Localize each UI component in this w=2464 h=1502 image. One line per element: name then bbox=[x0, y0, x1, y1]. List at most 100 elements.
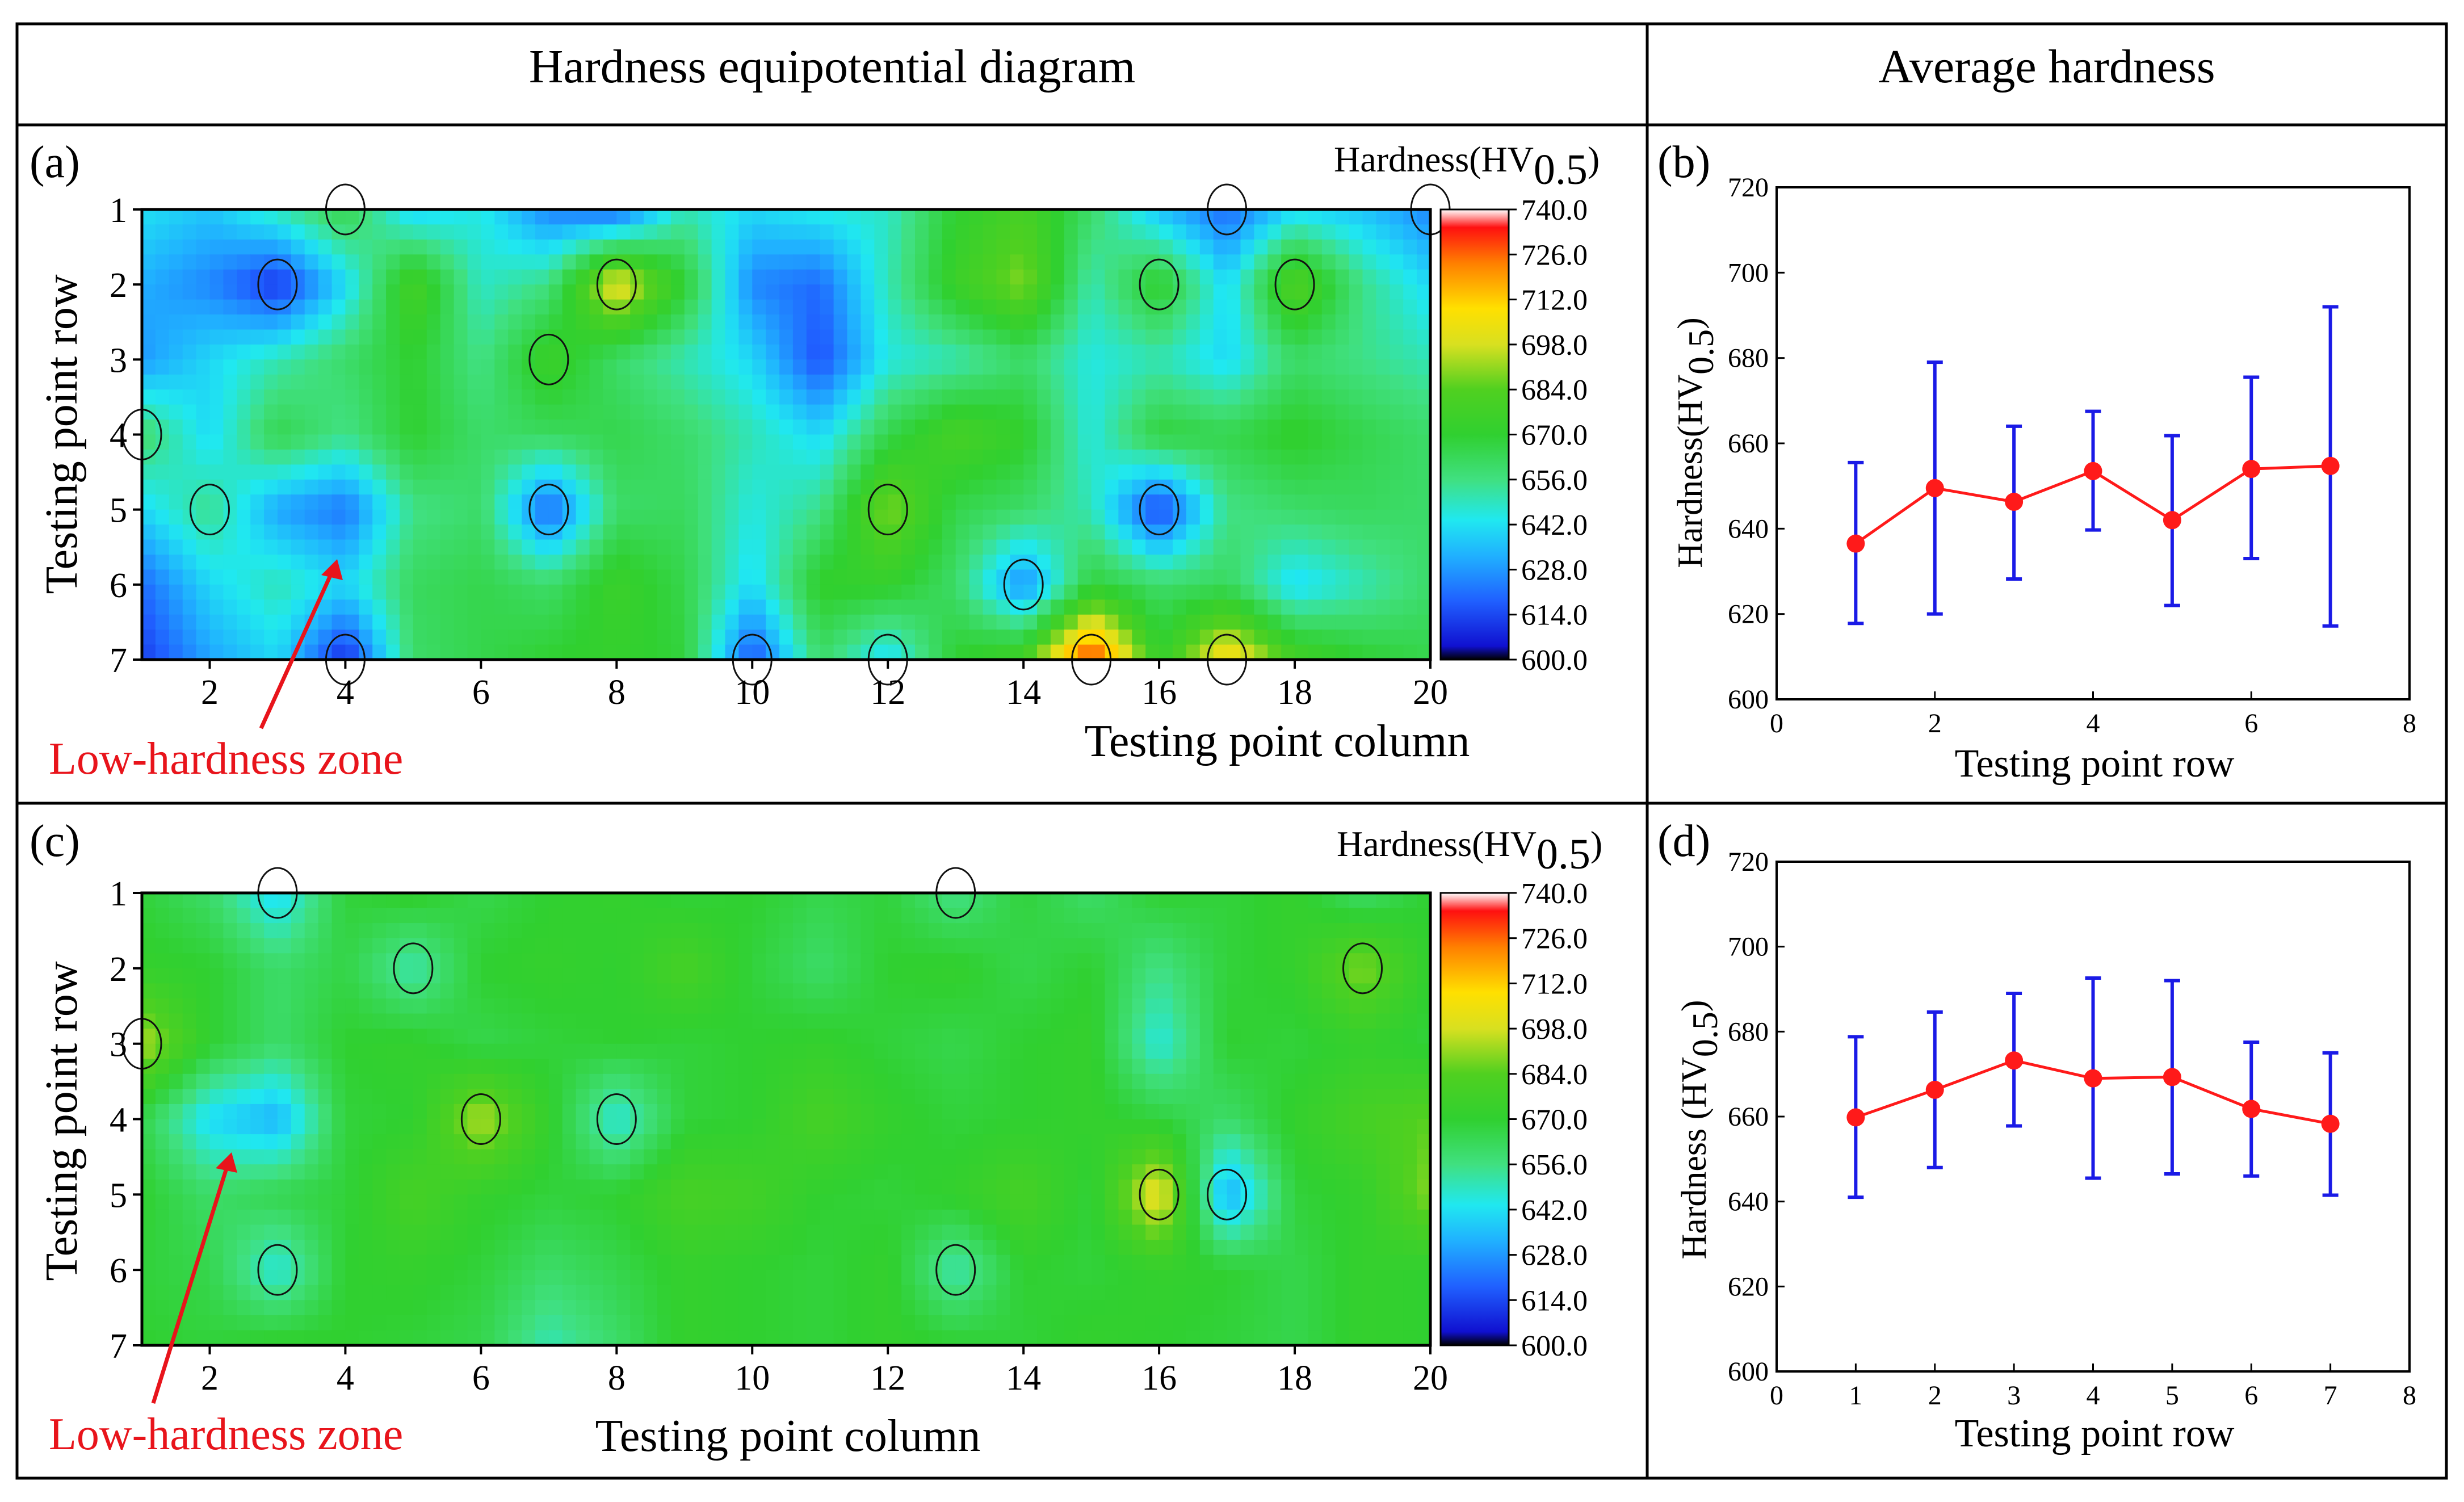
heat-c-cell bbox=[332, 1210, 346, 1225]
heat-a-cell bbox=[874, 389, 888, 405]
heat-a-cell bbox=[454, 330, 468, 345]
heat-a-cell bbox=[400, 389, 414, 405]
heat-c-cell bbox=[278, 1074, 292, 1089]
heat-c-cell bbox=[942, 893, 956, 908]
heat-a-cell bbox=[590, 630, 604, 645]
heat-a-cell bbox=[1200, 389, 1214, 405]
heat-a-cell bbox=[969, 510, 984, 525]
heat-c-cell bbox=[250, 1104, 265, 1119]
heat-a-cell bbox=[847, 314, 862, 330]
heat-c-cell bbox=[142, 1240, 156, 1255]
heat-c-cell bbox=[1363, 1014, 1377, 1029]
heat-c-cell bbox=[1281, 1029, 1295, 1044]
heat-c-cell bbox=[1145, 1119, 1160, 1135]
heat-c-cell bbox=[766, 1134, 780, 1149]
heat-c-cell bbox=[1200, 1149, 1214, 1165]
heat-a-cell bbox=[413, 569, 427, 585]
heat-c-cell bbox=[1336, 1180, 1350, 1195]
heat-a-cell bbox=[901, 525, 916, 540]
heat-a-cell bbox=[494, 464, 509, 480]
heat-a-cell bbox=[983, 450, 997, 465]
heat-c-cell bbox=[738, 1014, 753, 1029]
heat-c-cell bbox=[630, 893, 644, 908]
heat-a-cell bbox=[698, 359, 712, 375]
heat-a-cell bbox=[142, 645, 156, 660]
heat-a-cell bbox=[915, 525, 929, 540]
heat-c-cell bbox=[413, 953, 427, 968]
heat-a-cell bbox=[454, 254, 468, 270]
heat-a-cell bbox=[400, 555, 414, 570]
heat-c-cell bbox=[657, 1059, 671, 1074]
heat-a-cell bbox=[834, 464, 848, 480]
heat-c-cell bbox=[847, 998, 862, 1014]
heat-a-cell bbox=[1417, 494, 1431, 510]
heat-c-cell bbox=[250, 1029, 265, 1044]
heat-a-cell bbox=[1186, 330, 1200, 345]
heat-a-cell bbox=[712, 359, 726, 375]
heat-a-cell bbox=[1267, 330, 1282, 345]
heat-a-cell bbox=[590, 375, 604, 390]
heat-a-cell bbox=[535, 254, 549, 270]
heat-c-cell bbox=[996, 1164, 1010, 1180]
heat-a-cell bbox=[196, 480, 211, 495]
heat-a-cell bbox=[793, 254, 807, 270]
heat-a-cell bbox=[996, 645, 1010, 660]
heat-a-cell bbox=[196, 450, 211, 465]
heat-a-cell bbox=[345, 330, 359, 345]
heat-a-cell bbox=[386, 525, 400, 540]
heat-a-cell bbox=[752, 359, 766, 375]
heat-c-cell bbox=[1308, 893, 1323, 908]
heat-c-cell bbox=[1105, 1044, 1119, 1059]
heat-a-cell bbox=[291, 540, 305, 555]
heat-a-cell bbox=[1200, 240, 1214, 255]
heat-c-cell bbox=[738, 1180, 753, 1195]
heat-c-cell bbox=[1105, 1074, 1119, 1089]
heat-a-cell bbox=[1092, 224, 1106, 240]
heat-a-cell bbox=[1037, 599, 1051, 615]
heat-c-cell bbox=[1308, 1149, 1323, 1165]
heat-c-cell bbox=[834, 1119, 848, 1135]
heat-c-cell bbox=[169, 923, 183, 938]
heat-a-cell bbox=[1159, 464, 1173, 480]
heat-c-cell bbox=[481, 983, 495, 998]
heat-a-cell bbox=[657, 254, 671, 270]
heat-a-cell bbox=[264, 375, 278, 390]
heat-c-cell bbox=[210, 1014, 224, 1029]
heat-c-cell bbox=[142, 908, 156, 924]
heat-a-cell bbox=[223, 525, 237, 540]
heat-a-cell bbox=[603, 254, 617, 270]
heat-a-cell bbox=[1023, 300, 1038, 315]
heat-a-cell bbox=[237, 284, 251, 300]
heat-c-cell bbox=[372, 968, 387, 984]
heat-a-cell bbox=[291, 254, 305, 270]
heat-c-cell bbox=[1200, 1089, 1214, 1104]
heat-a-cell bbox=[847, 615, 862, 630]
heat-c-cell bbox=[1200, 923, 1214, 938]
heat-c-cell bbox=[603, 1014, 617, 1029]
heat-c-cell bbox=[522, 893, 536, 908]
heat-c-cell bbox=[196, 1119, 211, 1135]
heat-c-cell bbox=[1186, 1029, 1200, 1044]
heat-a-cell bbox=[942, 314, 956, 330]
heat-a-cell bbox=[1363, 615, 1377, 630]
heat-a-cell bbox=[1078, 254, 1092, 270]
heat-c-cell bbox=[1051, 908, 1065, 924]
heat-a-cell bbox=[1173, 240, 1187, 255]
heat-c-cell bbox=[1023, 1089, 1038, 1104]
heat-a-cell bbox=[169, 359, 183, 375]
heat-c-cell bbox=[332, 1074, 346, 1089]
heat-a-cell bbox=[1118, 599, 1132, 615]
heat-a-cell bbox=[712, 314, 726, 330]
heat-c-cell bbox=[1132, 968, 1146, 984]
heat-a-cell bbox=[725, 330, 740, 345]
heat-a-cell bbox=[834, 224, 848, 240]
heat-a-cell bbox=[942, 270, 956, 285]
heat-c-cell bbox=[440, 998, 455, 1014]
heat-a-cell bbox=[996, 270, 1010, 285]
heat-c-cell bbox=[223, 1225, 237, 1240]
heat-a-cell bbox=[1363, 314, 1377, 330]
heat-c-cell bbox=[1214, 1059, 1228, 1074]
heat-a-cell bbox=[427, 435, 441, 450]
heat-a-cell bbox=[142, 494, 156, 510]
heat-a-cell bbox=[983, 480, 997, 495]
